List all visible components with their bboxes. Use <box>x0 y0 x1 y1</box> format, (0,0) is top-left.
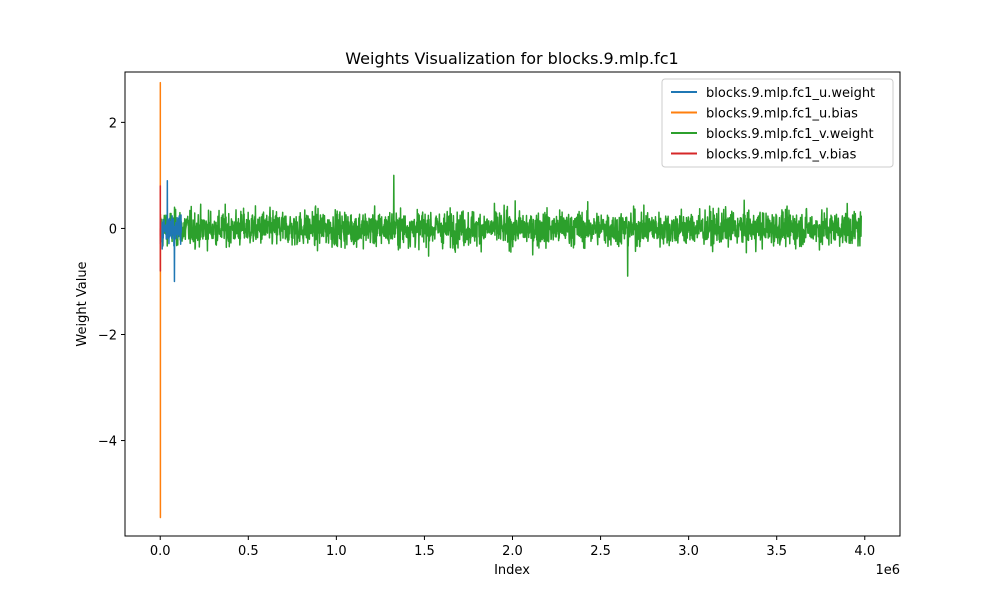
x-tick-label: 3.0 <box>678 544 699 559</box>
y-tick-label: −4 <box>98 435 117 450</box>
x-tick-label: 1.0 <box>326 544 347 559</box>
x-tick-label: 3.5 <box>766 544 787 559</box>
y-axis-label: Weight Value <box>75 261 90 346</box>
plot-frame <box>124 71 901 537</box>
x-axis-label: Index <box>494 563 530 578</box>
x-tick-label: 2.0 <box>502 544 523 559</box>
series-line-2 <box>159 174 862 277</box>
x-tick-label: 4.0 <box>854 544 875 559</box>
series-line-0 <box>159 179 183 283</box>
y-tick-label: −2 <box>98 328 117 343</box>
x-axis-offset-label: 1e6 <box>875 563 900 578</box>
y-tick-label: 0 <box>109 222 117 237</box>
x-tick-label: 2.5 <box>590 544 611 559</box>
series-layer <box>159 81 862 519</box>
legend-label-3: blocks.9.mlp.fc1_v.bias <box>706 148 857 163</box>
x-tick-label: 0.0 <box>150 544 171 559</box>
x-axis-ticks: 0.0 0.5 1.0 1.5 2.0 2.5 3.0 3.5 4.0 <box>150 536 875 559</box>
legend-label-2: blocks.9.mlp.fc1_v.weight <box>706 127 874 142</box>
legend-box <box>661 78 894 168</box>
x-tick-label: 1.5 <box>414 544 435 559</box>
chart-title: Weights Visualization for blocks.9.mlp.f… <box>345 49 678 68</box>
y-tick-label: 2 <box>109 116 117 131</box>
legend-label-0: blocks.9.mlp.fc1_u.weight <box>706 86 875 101</box>
y-axis-ticks: 2 0 −2 −4 <box>98 116 125 450</box>
legend: blocks.9.mlp.fc1_u.weight blocks.9.mlp.fc… <box>661 78 894 168</box>
x-tick-label: 0.5 <box>238 544 259 559</box>
legend-label-1: blocks.9.mlp.fc1_u.bias <box>706 107 858 122</box>
